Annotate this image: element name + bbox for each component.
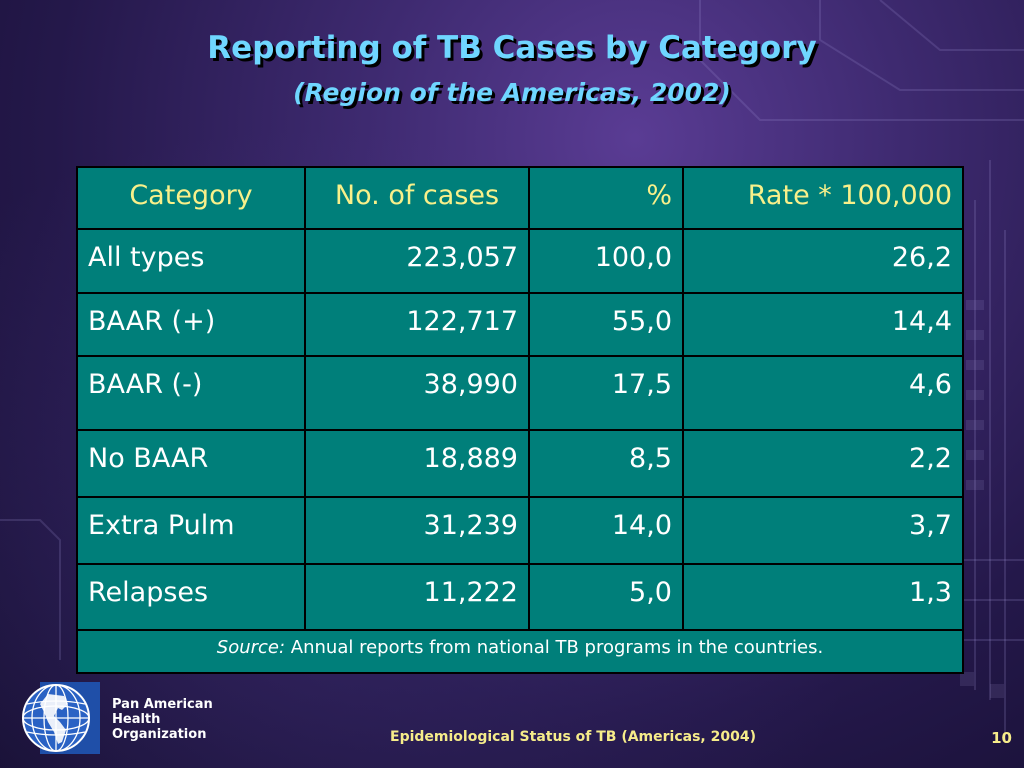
slide-title: Reporting of TB Cases by Category [207,30,817,66]
cell-percent: 100,0 [528,228,684,294]
cell-cases: 11,222 [304,563,530,631]
cell-percent: 17,5 [528,355,684,431]
source-row: Source: Annual reports from national TB … [76,629,964,674]
cell-category: BAAR (+) [76,292,306,357]
tb-cases-table: Category No. of cases % Rate * 100,000 A… [76,166,964,674]
org-line: Health [112,712,161,727]
source-text: Annual reports from national TB programs… [285,637,824,658]
cell-rate: 26,2 [682,228,964,294]
source-note: Source: Annual reports from national TB … [76,629,964,674]
cell-rate: 2,2 [682,429,964,498]
table-row: All types 223,057 100,0 26,2 [76,228,964,294]
table-row: Extra Pulm 31,239 14,0 3,7 [76,496,964,565]
cell-category: Extra Pulm [76,496,306,565]
cell-cases: 18,889 [304,429,530,498]
header-category: Category [76,166,306,230]
header-cases: No. of cases [304,166,530,230]
table-row: BAAR (+) 122,717 55,0 14,4 [76,292,964,357]
footer-caption: Epidemiological Status of TB (Americas, … [390,729,756,745]
cell-cases: 31,239 [304,496,530,565]
org-line: Organization [112,727,207,742]
header-percent: % [528,166,684,230]
cell-percent: 8,5 [528,429,684,498]
cell-category: BAAR (-) [76,355,306,431]
cell-category: Relapses [76,563,306,631]
table-row: BAAR (-) 38,990 17,5 4,6 [76,355,964,431]
org-line: Pan American [112,697,213,712]
page-number: 10 [991,729,1012,747]
cell-percent: 55,0 [528,292,684,357]
cell-cases: 223,057 [304,228,530,294]
source-label: Source: [216,637,286,658]
cell-percent: 5,0 [528,563,684,631]
cell-rate: 4,6 [682,355,964,431]
cell-cases: 38,990 [304,355,530,431]
cell-percent: 14,0 [528,496,684,565]
cell-rate: 3,7 [682,496,964,565]
organization-name: Pan American Health Organization [112,697,252,742]
globe-logo-icon [22,682,100,754]
table-row: No BAAR 18,889 8,5 2,2 [76,429,964,498]
slide-subtitle: (Region of the Americas, 2002) [293,78,731,107]
cell-cases: 122,717 [304,292,530,357]
table-header-row: Category No. of cases % Rate * 100,000 [76,166,964,230]
cell-rate: 14,4 [682,292,964,357]
table-row: Relapses 11,222 5,0 1,3 [76,563,964,631]
header-rate: Rate * 100,000 [682,166,964,230]
cell-category: No BAAR [76,429,306,498]
cell-rate: 1,3 [682,563,964,631]
cell-category: All types [76,228,306,294]
